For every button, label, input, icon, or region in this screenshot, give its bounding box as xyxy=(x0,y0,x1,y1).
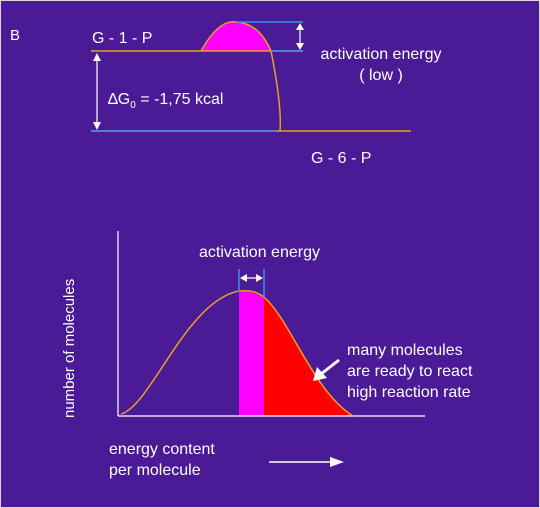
x-axis-label-line-2: per molecule xyxy=(109,462,201,479)
energy-profile-curve xyxy=(200,21,282,132)
top-activation-qualifier: ( low ) xyxy=(359,67,403,84)
note-line-3: high reaction rate xyxy=(347,384,471,401)
tail-pointer-arrow xyxy=(313,358,340,381)
bottom-activation-label: activation energy xyxy=(199,244,320,261)
y-axis-label: number of molecules xyxy=(61,278,78,418)
x-axis-label-line-1: energy content xyxy=(109,441,215,458)
activation-energy-arrow xyxy=(296,23,304,50)
top-activation-label: activation energy xyxy=(320,46,442,63)
energy-direction-arrow xyxy=(269,457,344,467)
delta-g-symbol: ∆G xyxy=(108,91,131,108)
delta-g-subscript: 0 xyxy=(130,100,136,112)
activation-hump-fill xyxy=(201,21,271,51)
activation-width-arrow xyxy=(240,274,263,282)
panel-letter: B xyxy=(10,27,21,44)
reactant-label: G - 1 - P xyxy=(92,30,153,47)
delta-g-label: ∆G0 = -1,75 kcal xyxy=(108,92,223,111)
activation-band-fill xyxy=(239,291,264,416)
high-energy-tail-fill xyxy=(264,297,353,416)
product-label: G - 6 - P xyxy=(311,150,372,167)
delta-g-value: = -1,75 kcal xyxy=(135,91,224,108)
delta-g-arrow xyxy=(93,53,101,130)
distribution-curve xyxy=(120,290,354,417)
note-line-1: many molecules xyxy=(347,342,463,359)
note-line-2: are ready to react xyxy=(347,363,473,380)
